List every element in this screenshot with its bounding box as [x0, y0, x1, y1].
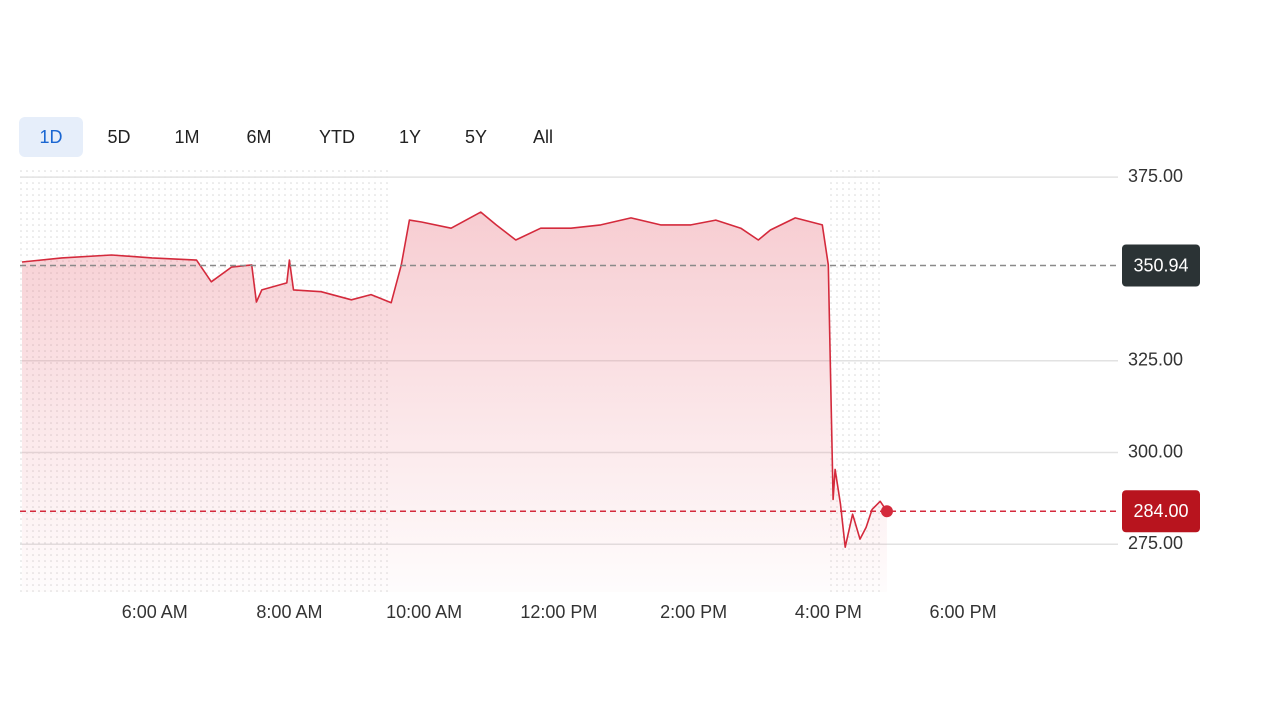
- y-tick-label: 325.00: [1128, 349, 1183, 369]
- range-tab[interactable]: 5Y: [465, 127, 487, 147]
- range-tab[interactable]: 6M: [246, 127, 271, 147]
- y-tick-label: 375.00: [1128, 166, 1183, 186]
- price-label-box: [1122, 244, 1200, 287]
- price-label: 350.94: [1133, 255, 1188, 275]
- area: [22, 212, 887, 592]
- x-tick-label: 10:00 AM: [386, 602, 462, 622]
- x-tick-label: 2:00 PM: [660, 602, 727, 622]
- range-tabs: 1D 5D 1M 6M YTD 1Y 5Y All: [19, 117, 553, 157]
- x-tick-label: 6:00 AM: [122, 602, 188, 622]
- x-tick-label: 8:00 AM: [256, 602, 322, 622]
- price-line: [21, 211, 888, 548]
- y-tick-label: 275.00: [1128, 533, 1183, 553]
- price-label-box: [1122, 490, 1200, 533]
- price-label: 284.00: [1133, 501, 1188, 521]
- range-tab[interactable]: 1M: [174, 127, 199, 147]
- range-tab[interactable]: YTD: [319, 127, 355, 147]
- range-tab[interactable]: 1Y: [399, 127, 421, 147]
- last-point: [880, 505, 893, 518]
- y-tick-label: 300.00: [1128, 441, 1183, 461]
- x-tick-label: 12:00 PM: [520, 602, 597, 622]
- tab-highlight: [19, 117, 83, 157]
- range-tab[interactable]: All: [533, 127, 553, 147]
- range-tab[interactable]: 1D: [39, 127, 62, 147]
- plot-layer: 350.94 284.00: [20, 211, 1200, 592]
- x-tick-label: 4:00 PM: [795, 602, 862, 622]
- x-tick-label: 6:00 PM: [930, 602, 997, 622]
- range-tab[interactable]: 5D: [107, 127, 130, 147]
